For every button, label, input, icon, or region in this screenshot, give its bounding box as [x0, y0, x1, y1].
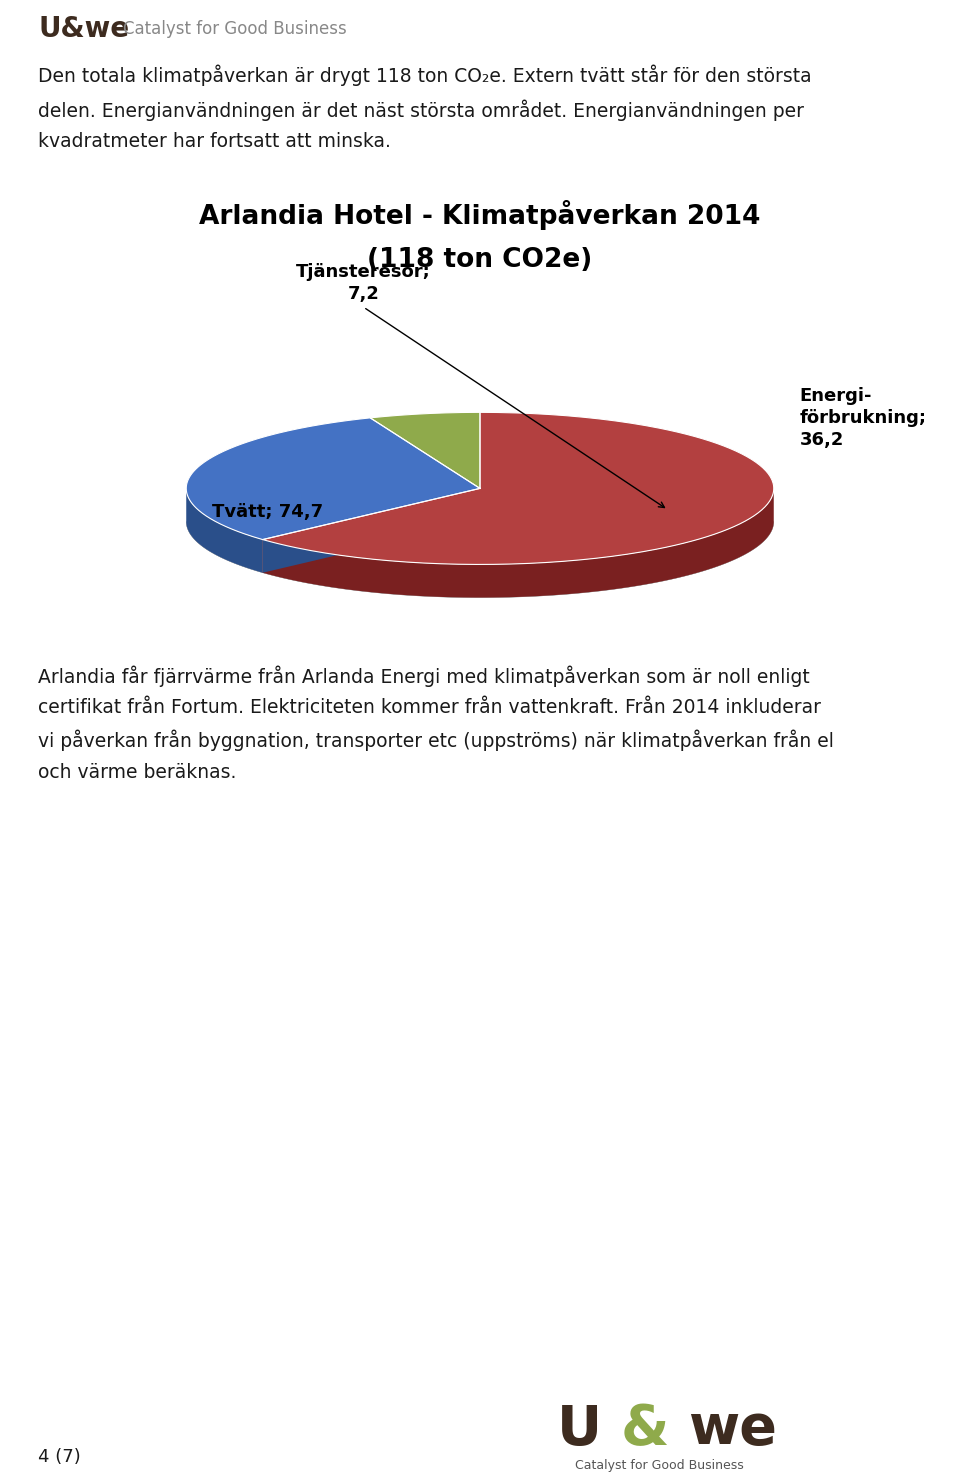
- Polygon shape: [263, 412, 774, 564]
- Text: Arlandia Hotel - Klimatpåverkan 2014: Arlandia Hotel - Klimatpåverkan 2014: [200, 200, 760, 230]
- Polygon shape: [263, 489, 774, 598]
- Polygon shape: [263, 489, 480, 573]
- Polygon shape: [186, 489, 263, 573]
- Text: (118 ton CO2e): (118 ton CO2e): [368, 247, 592, 273]
- Text: U: U: [557, 1403, 602, 1456]
- Text: Tjänsteresor;
7,2: Tjänsteresor; 7,2: [296, 264, 431, 304]
- Text: U&we: U&we: [38, 15, 130, 43]
- Text: &: &: [620, 1403, 669, 1456]
- Text: Tvätt; 74,7: Tvätt; 74,7: [212, 504, 324, 521]
- Text: Catalyst for Good Business: Catalyst for Good Business: [575, 1459, 744, 1472]
- Polygon shape: [186, 418, 480, 539]
- Polygon shape: [371, 412, 480, 489]
- Polygon shape: [263, 489, 480, 573]
- Text: we: we: [688, 1403, 777, 1456]
- Text: 4 (7): 4 (7): [38, 1448, 82, 1466]
- Text: Energi-
förbrukning;
36,2: Energi- förbrukning; 36,2: [800, 387, 926, 449]
- Text: Catalyst for Good Business: Catalyst for Good Business: [123, 21, 347, 39]
- Text: Den totala klimatpåverkan är drygt 118 ton CO₂e. Extern tvätt står för den störs: Den totala klimatpåverkan är drygt 118 t…: [38, 65, 812, 151]
- Text: Arlandia får fjärrvärme från Arlanda Energi med klimatpåverkan som är noll enlig: Arlandia får fjärrvärme från Arlanda Ene…: [38, 665, 834, 782]
